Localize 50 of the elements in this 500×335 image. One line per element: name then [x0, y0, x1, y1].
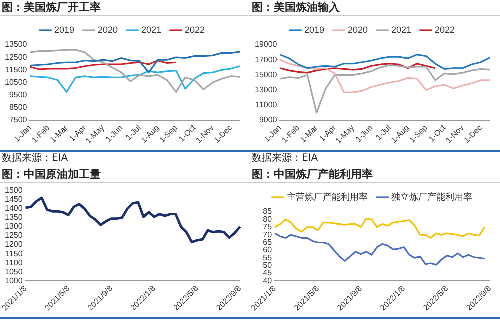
- y-tick-label: 1250: [5, 231, 24, 240]
- y-tick-label: 1500: [5, 186, 24, 196]
- legend-label: 2020: [98, 24, 118, 35]
- y-tick-label: 9500: [9, 90, 28, 100]
- legend-label: 2022: [185, 24, 206, 35]
- y-tick-label: 9000: [259, 116, 278, 125]
- y-tick-label: 85: [263, 207, 273, 216]
- legend-label: 2020: [348, 24, 368, 35]
- y-tick-label: 11500: [6, 65, 28, 74]
- chart-title: 图：中国炼厂产能利用率: [250, 167, 500, 183]
- y-tick-label: 75: [263, 222, 273, 232]
- y-tick-label: 40: [263, 276, 273, 286]
- y-tick-label: 10500: [4, 78, 28, 87]
- y-tick-label: 12500: [4, 52, 28, 62]
- y-tick-label: 1100: [6, 258, 24, 268]
- legend-label: 独立炼厂产能利用率: [392, 192, 472, 202]
- y-tick-label: 1150: [6, 249, 24, 258]
- y-tick-label: 1350: [5, 213, 24, 222]
- y-tick-label: 11000: [256, 100, 278, 110]
- y-tick-label: 1450: [5, 195, 24, 204]
- legend-label: 2019: [304, 24, 324, 35]
- source-note: 数据来源：EIA: [250, 150, 500, 167]
- y-tick-label: 45: [263, 268, 273, 278]
- y-tick-label: 13000: [254, 86, 278, 94]
- legend-label: 2021: [142, 24, 162, 35]
- chart-title: 图：中国原油加工量: [0, 167, 250, 183]
- y-tick-label: 80: [263, 214, 273, 224]
- source-note: 数据来源：EIA: [0, 150, 250, 167]
- y-tick-label: 1200: [5, 240, 24, 250]
- y-tick-label: 15000: [254, 70, 278, 80]
- legend-label: 主营炼厂产能利用率: [287, 192, 368, 202]
- chart-title: 图：美国炼厂开工率: [0, 0, 250, 16]
- y-tick-label: 1050: [5, 267, 24, 276]
- y-tick-label: 1300: [5, 222, 24, 232]
- y-tick-label: 17000: [254, 55, 278, 64]
- y-tick-label: 70: [263, 230, 273, 240]
- y-tick-label: 1000: [5, 276, 24, 286]
- legend-label: 2021: [392, 24, 412, 35]
- y-tick-label: 19000: [254, 40, 278, 50]
- y-tick-label: 60: [263, 246, 273, 255]
- legend-label: 2019: [54, 24, 74, 35]
- legend-label: 2022: [435, 24, 456, 35]
- y-tick-label: 13500: [4, 40, 28, 50]
- y-tick-label: 1400: [5, 204, 24, 214]
- y-tick-label: 7500: [9, 116, 28, 125]
- chart-title: 图：美国炼油输入: [250, 0, 500, 16]
- y-tick-label: 8500: [9, 103, 28, 112]
- y-tick-label: 50: [263, 261, 273, 270]
- y-tick-label: 55: [263, 253, 273, 262]
- y-tick-label: 65: [263, 238, 273, 247]
